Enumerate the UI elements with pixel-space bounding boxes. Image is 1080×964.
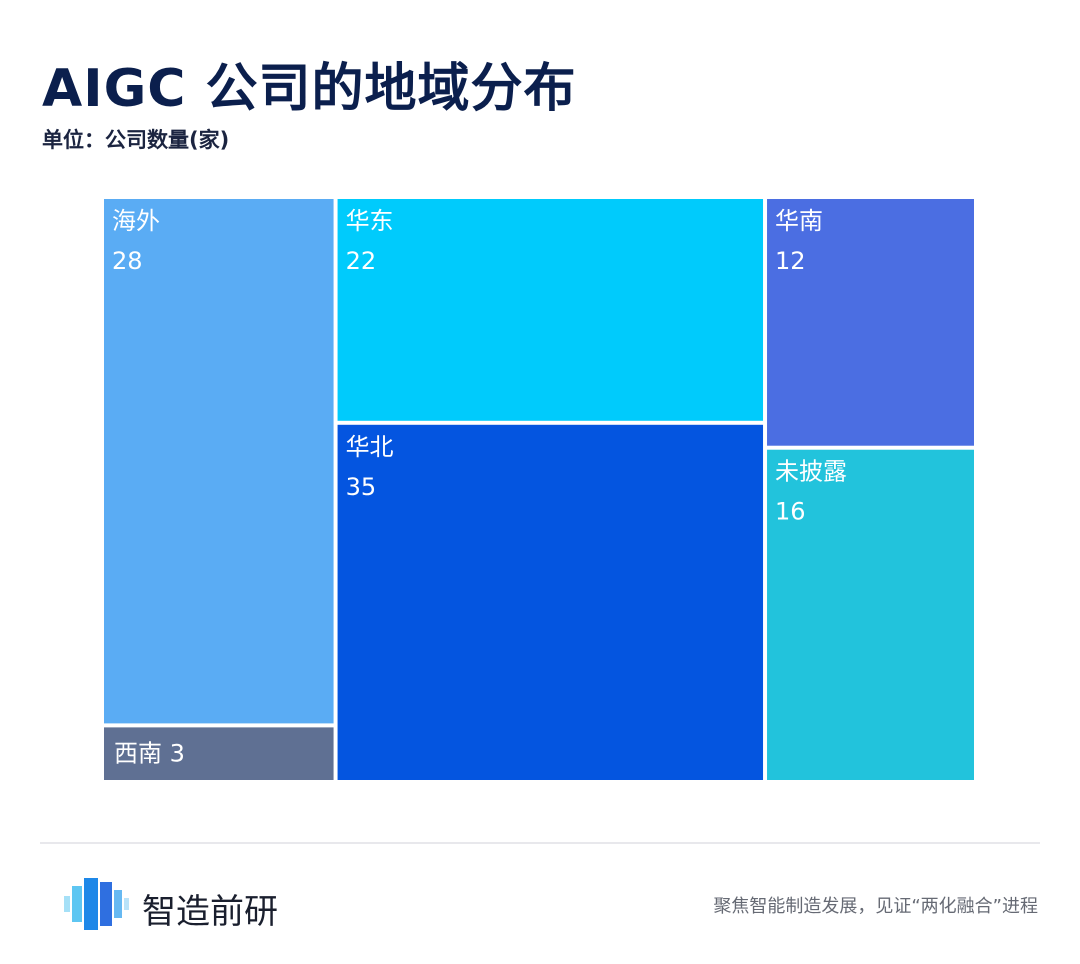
tile-value: 35 xyxy=(346,473,377,501)
tile-rect xyxy=(104,727,334,780)
footer-divider xyxy=(40,842,1040,844)
tile-label: 西南 3 xyxy=(114,740,185,768)
tile-name: 华南 xyxy=(775,207,823,235)
brand-logo-icon xyxy=(64,872,136,936)
brand-name: 智造前研 xyxy=(142,892,278,932)
tile-未披露: 未披露 16 xyxy=(767,449,974,780)
tile-value: 28 xyxy=(112,247,143,275)
tile-name: 未披露 xyxy=(775,458,847,486)
tile-name: 华东 xyxy=(346,207,394,235)
page-title: AIGC 公司的地域分布 xyxy=(42,59,577,119)
tile-rect xyxy=(104,199,334,724)
tile-rect xyxy=(767,449,974,780)
tile-华东: 华东 22 xyxy=(337,199,764,421)
tile-西南: 西南 3 xyxy=(104,727,334,780)
tile-华北: 华北 35 xyxy=(337,424,764,780)
tile-rect xyxy=(767,199,974,446)
tile-name: 华北 xyxy=(346,433,394,461)
tile-rect xyxy=(337,424,764,780)
unit-label: 单位：公司数量(家) xyxy=(42,128,230,152)
tile-value: 22 xyxy=(346,247,377,275)
tile-海外: 海外 28 xyxy=(104,199,334,724)
tile-value: 16 xyxy=(775,498,806,526)
treemap-chart: 海外 28 西南 3 华东 22 华北 35 华南 12 未披露 16 xyxy=(104,199,974,780)
tile-华南: 华南 12 xyxy=(767,199,974,446)
slogan: 聚焦智能制造发展，见证“两化融合”进程 xyxy=(713,896,1038,917)
tile-rect xyxy=(337,199,764,421)
tile-value: 12 xyxy=(775,247,806,275)
tile-name: 海外 xyxy=(112,207,160,235)
